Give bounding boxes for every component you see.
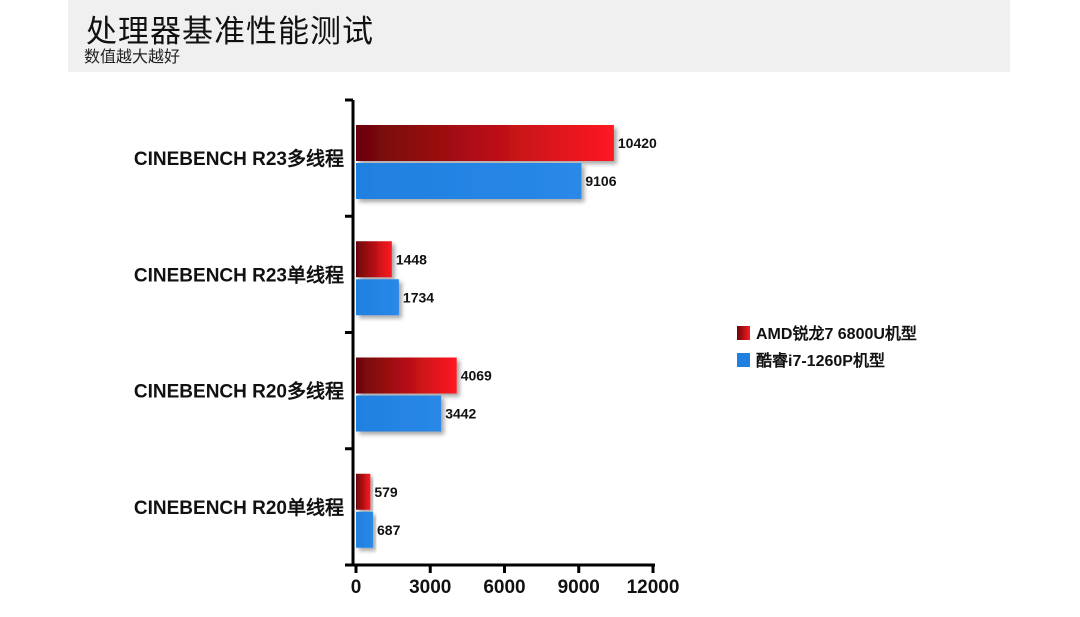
x-tick-label: 3000 — [409, 577, 451, 598]
bar-intel — [356, 163, 582, 199]
data-label: 9106 — [585, 173, 616, 189]
data-label: 687 — [377, 522, 401, 538]
data-label: 10420 — [618, 135, 657, 151]
x-tick-label: 12000 — [627, 577, 680, 598]
data-label: 1448 — [396, 251, 427, 267]
category-label: CINEBENCH R20单线程 — [134, 496, 344, 519]
data-label: 579 — [374, 484, 398, 500]
title-band: 处理器基准性能测试 数值越大越好 — [68, 0, 1010, 72]
bar-amd — [356, 241, 392, 278]
chart-title: 处理器基准性能测试 — [86, 14, 374, 50]
bar-amd — [356, 473, 371, 510]
bar-intel — [356, 279, 399, 316]
legend-label: 酷睿i7-1260P机型 — [756, 351, 885, 370]
data-label: 4069 — [461, 368, 492, 384]
chart-subtitle: 数值越大越好 — [84, 47, 181, 66]
category-label: CINEBENCH R23单线程 — [134, 263, 344, 286]
x-tick-label: 9000 — [558, 577, 600, 598]
x-tick-label: 6000 — [483, 577, 525, 598]
data-label: 3442 — [445, 406, 476, 422]
legend-swatch — [737, 326, 750, 340]
category-label: CINEBENCH R23多线程 — [134, 147, 344, 170]
bar-amd — [356, 357, 457, 394]
x-tick-label: 0 — [351, 577, 362, 598]
bar-intel — [356, 511, 374, 548]
legend-swatch — [737, 353, 750, 367]
bar-amd — [356, 125, 614, 161]
bar-intel — [356, 395, 442, 432]
legend-label: AMD锐龙7 6800U机型 — [756, 324, 917, 343]
category-label: CINEBENCH R20多线程 — [134, 380, 344, 403]
data-label: 1734 — [403, 289, 434, 305]
